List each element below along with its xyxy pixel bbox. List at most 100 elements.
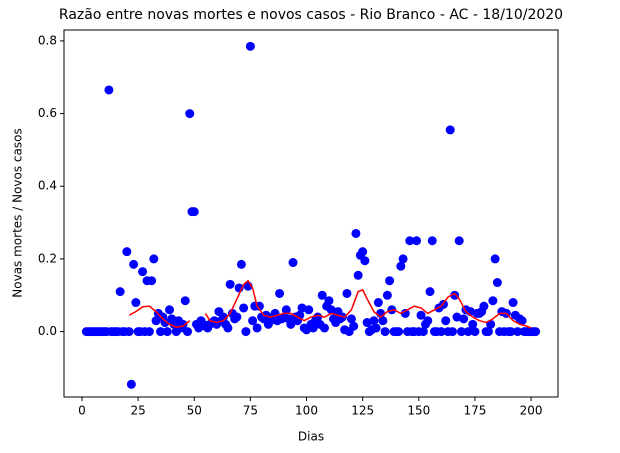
y-tick-label: 0.8 xyxy=(38,33,57,47)
data-point xyxy=(326,305,336,315)
data-point xyxy=(513,327,523,337)
data-point xyxy=(225,279,235,289)
data-point xyxy=(459,314,469,324)
data-point xyxy=(304,305,314,315)
data-point xyxy=(342,288,352,298)
data-point xyxy=(378,316,388,326)
data-point xyxy=(418,327,428,337)
data-point xyxy=(147,276,157,286)
data-point xyxy=(416,310,426,320)
data-point xyxy=(313,312,323,322)
data-point xyxy=(129,259,139,269)
data-point xyxy=(115,287,125,297)
data-point xyxy=(427,236,437,246)
data-point xyxy=(138,267,148,277)
trend-line xyxy=(204,279,532,329)
data-point xyxy=(441,316,451,326)
data-point xyxy=(124,327,134,337)
data-point xyxy=(126,379,136,389)
data-point xyxy=(248,316,258,326)
data-point xyxy=(436,327,446,337)
x-tick-label: 75 xyxy=(243,404,258,418)
data-point xyxy=(425,287,435,297)
x-tick-label: 50 xyxy=(187,404,202,418)
data-point xyxy=(360,256,370,266)
data-point xyxy=(353,270,363,280)
x-tick-label: 125 xyxy=(351,404,374,418)
y-tick-label: 0.0 xyxy=(38,324,57,338)
data-point xyxy=(396,261,406,271)
data-point xyxy=(162,327,172,337)
y-axis-label: Novas mortes / Novos casos xyxy=(11,128,25,297)
data-point xyxy=(492,278,502,288)
data-point xyxy=(131,298,141,308)
chart-title: Razão entre novas mortes e novos casos -… xyxy=(59,7,563,23)
data-point xyxy=(531,327,541,337)
data-point xyxy=(104,85,114,95)
data-point xyxy=(517,316,527,326)
data-point xyxy=(369,316,379,326)
x-axis-label: Dias xyxy=(298,430,324,444)
data-point xyxy=(483,327,493,337)
data-point xyxy=(144,327,154,337)
data-point xyxy=(317,290,327,300)
data-point xyxy=(349,321,359,331)
y-tick-label: 0.6 xyxy=(38,106,57,120)
data-point xyxy=(506,327,516,337)
data-point xyxy=(151,316,161,326)
data-point xyxy=(371,323,381,333)
data-point xyxy=(149,254,159,264)
data-point xyxy=(373,298,383,308)
data-point xyxy=(346,314,356,324)
data-point xyxy=(232,312,242,322)
data-point xyxy=(385,276,395,286)
data-point xyxy=(450,290,460,300)
data-point xyxy=(308,323,318,333)
data-point xyxy=(358,247,368,257)
x-tick-label: 175 xyxy=(463,404,486,418)
data-point xyxy=(288,258,298,268)
data-point xyxy=(463,327,473,337)
x-tick-label: 200 xyxy=(520,404,543,418)
x-tick-label: 0 xyxy=(78,404,86,418)
data-point xyxy=(380,327,390,337)
data-point xyxy=(180,296,190,306)
data-point xyxy=(447,327,457,337)
data-point xyxy=(297,303,307,313)
data-point xyxy=(122,247,132,257)
data-point xyxy=(183,327,192,337)
data-point xyxy=(479,301,489,311)
data-point xyxy=(470,327,480,337)
x-tick-label: 100 xyxy=(295,404,318,418)
data-point xyxy=(351,228,361,238)
data-point xyxy=(382,290,392,300)
data-point xyxy=(324,296,334,306)
data-point xyxy=(165,305,175,315)
data-point xyxy=(189,207,199,217)
trend-line xyxy=(128,305,191,329)
data-point xyxy=(488,296,498,306)
data-point xyxy=(281,305,291,315)
data-point xyxy=(468,319,478,329)
data-point xyxy=(275,288,285,298)
x-tick-label: 25 xyxy=(130,404,145,418)
data-point xyxy=(241,327,251,337)
data-point xyxy=(223,323,233,333)
data-point xyxy=(452,312,462,322)
data-point xyxy=(236,259,246,269)
data-point xyxy=(508,298,518,308)
data-point xyxy=(319,323,329,333)
data-point xyxy=(400,308,410,318)
data-point xyxy=(445,125,455,135)
data-point xyxy=(245,41,255,51)
plot-frame xyxy=(63,29,559,398)
data-point xyxy=(185,109,195,119)
data-point xyxy=(423,316,433,326)
y-tick-label: 0.2 xyxy=(38,251,57,265)
data-point xyxy=(362,318,372,328)
data-point xyxy=(252,323,262,333)
data-point xyxy=(286,319,296,329)
x-tick-label: 150 xyxy=(407,404,430,418)
data-point xyxy=(156,327,166,337)
